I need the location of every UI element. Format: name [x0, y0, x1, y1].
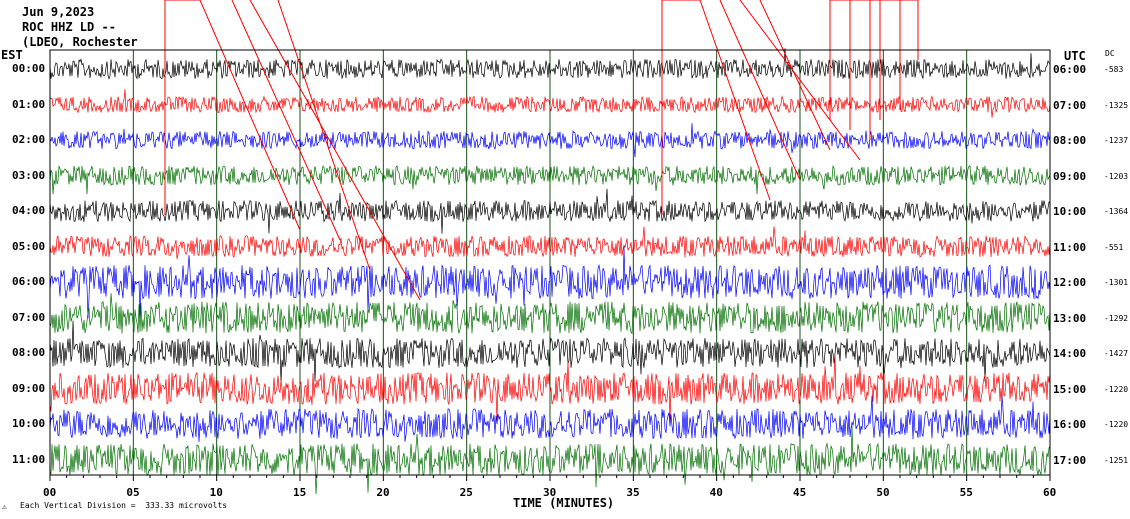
- x-tick-label: 10: [209, 486, 223, 499]
- pick-mark: [199, 0, 301, 231]
- trace-line: [49, 123, 1051, 158]
- right-hour-label: 09:00: [1053, 169, 1087, 183]
- dc-offset-label: -1203: [1104, 171, 1129, 181]
- pick-mark: [231, 0, 341, 241]
- left-hour-label: 01:00: [12, 97, 46, 111]
- left-hour-label: 11:00: [12, 452, 46, 466]
- right-timezone-label: UTC: [1064, 49, 1086, 63]
- right-hour-label: 08:00: [1053, 134, 1087, 147]
- grid: [132, 50, 968, 475]
- left-hour-label: 10:00: [12, 417, 46, 430]
- x-tick-label: 45: [793, 486, 807, 499]
- trace-line: [49, 188, 1051, 234]
- dc-offset-label: -551: [1104, 242, 1124, 252]
- x-tick-label: 50: [876, 486, 890, 499]
- pick-mark: [719, 0, 801, 181]
- station-location: (LDEO, Rochester: [22, 35, 138, 49]
- x-axis-ticks: [49, 475, 1051, 481]
- trace-line: [49, 226, 1051, 260]
- dc-header: DC: [1105, 49, 1115, 58]
- scale-note: Each Vertical Division = 333.33 microvol…: [20, 501, 228, 510]
- right-hour-label: 15:00: [1053, 382, 1087, 396]
- right-hour-label: 07:00: [1053, 98, 1087, 112]
- pick-mark: [739, 0, 861, 161]
- left-timezone-label: EST: [1, 48, 23, 62]
- right-hour-label: 06:00: [1053, 63, 1087, 76]
- right-hour-label: 14:00: [1053, 347, 1087, 360]
- right-hour-label: 11:00: [1053, 240, 1087, 254]
- x-tick-label: 35: [626, 486, 640, 499]
- x-tick-label: 55: [959, 486, 973, 499]
- pick-annotations: [164, 0, 919, 301]
- left-hour-label: 06:00: [12, 275, 46, 288]
- dc-offset-label: -1325: [1104, 100, 1129, 110]
- trace-line: [49, 425, 1051, 495]
- pick-mark: [699, 0, 771, 201]
- dc-offset-label: -583: [1104, 65, 1124, 74]
- x-tick-label: 20: [376, 486, 390, 499]
- left-hour-label: 07:00: [12, 310, 46, 324]
- right-hour-label: 12:00: [1053, 276, 1087, 289]
- right-hour-label: 13:00: [1053, 311, 1087, 325]
- seismic-traces: [49, 48, 1051, 495]
- dc-offset-label: -1237: [1104, 136, 1129, 145]
- left-hour-label: 08:00: [12, 346, 46, 359]
- dc-offset-label: -1301: [1104, 278, 1129, 287]
- pick-mark: [759, 0, 831, 151]
- left-hour-label: 05:00: [12, 239, 46, 253]
- trace-line: [49, 395, 1051, 442]
- right-hour-label: 10:00: [1053, 205, 1087, 218]
- trace-line: [49, 246, 1051, 319]
- left-hour-label: 09:00: [12, 381, 46, 395]
- x-tick-label: 00: [43, 486, 57, 499]
- x-tick-label: 60: [1043, 486, 1057, 499]
- right-hour-label: 17:00: [1053, 453, 1087, 467]
- pick-mark: [277, 0, 371, 271]
- left-hour-label: 00:00: [12, 62, 46, 75]
- left-hour-label: 04:00: [12, 204, 46, 217]
- station-code: ROC HHZ LD --: [22, 20, 116, 34]
- x-axis-title: TIME (MINUTES): [513, 496, 615, 510]
- x-tick-label: 15: [293, 486, 307, 499]
- x-tick-label: 05: [126, 486, 140, 499]
- right-hour-label: 16:00: [1053, 418, 1087, 431]
- dc-offset-label: -1251: [1104, 455, 1129, 465]
- left-hour-label: 03:00: [12, 168, 46, 182]
- dc-offset-label: -1292: [1104, 313, 1129, 323]
- x-tick-label: 30: [543, 486, 557, 499]
- x-tick-label: 40: [709, 486, 723, 499]
- corner-icon: ⚠: [2, 502, 7, 511]
- dc-offset-label: -1220: [1104, 384, 1129, 394]
- trace-line: [49, 48, 1051, 80]
- trace-line: [49, 320, 1051, 383]
- dc-offset-label: -1220: [1104, 420, 1129, 429]
- chart-date: Jun 9,2023: [22, 5, 95, 19]
- trace-line: [49, 164, 1051, 195]
- trace-line: [49, 293, 1051, 335]
- left-hour-label: 02:00: [12, 133, 46, 146]
- trace-line: [49, 355, 1051, 423]
- trace-line: [49, 89, 1051, 118]
- dc-offset-label: -1427: [1104, 349, 1129, 358]
- x-tick-label: 25: [459, 486, 473, 499]
- dc-offset-label: -1364: [1104, 207, 1129, 216]
